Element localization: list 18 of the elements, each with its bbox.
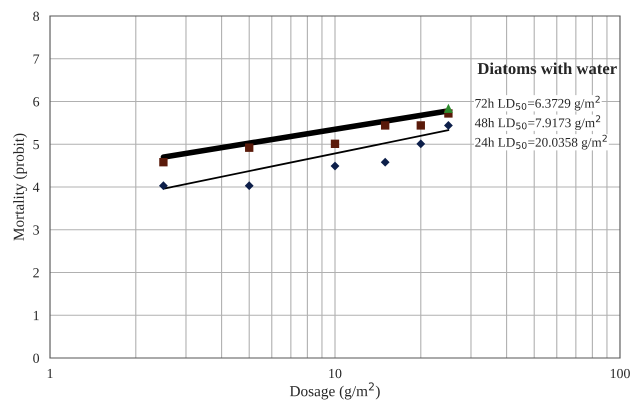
y-axis-title: Mortality (probit) bbox=[13, 134, 28, 241]
y-tick-label: 8 bbox=[33, 12, 40, 21]
x-tick-label: 10 bbox=[329, 368, 342, 378]
x-tick-label: 1 bbox=[48, 368, 53, 378]
y-tick-label: 3 bbox=[33, 225, 40, 235]
y-tick-label: 4 bbox=[32, 182, 40, 192]
y-tick-label: 2 bbox=[33, 268, 39, 278]
y-tick-label: 1 bbox=[34, 310, 39, 320]
text: Diatoms with water bbox=[478, 62, 617, 74]
x-axis-title: Dosage (g/m$^{2}$) bbox=[290, 382, 380, 400]
y-tick-label: 5 bbox=[33, 140, 40, 150]
y-tick-label: 6 bbox=[33, 97, 40, 106]
y-tick-label: 7 bbox=[34, 54, 40, 64]
x-tick-label: 100 bbox=[610, 368, 630, 378]
annotation: 24h LD$_{50}$=20.0358 g/m$^{2}$ bbox=[475, 134, 607, 150]
y-tick-label: 0 bbox=[33, 354, 40, 363]
annotation: 48h LD$_{50}$=7.9173 g/m$^{2}$ bbox=[474, 115, 600, 130]
annotation: 72h LD$_{50}$=6.3729 g/m$^{2}$ bbox=[476, 96, 600, 111]
